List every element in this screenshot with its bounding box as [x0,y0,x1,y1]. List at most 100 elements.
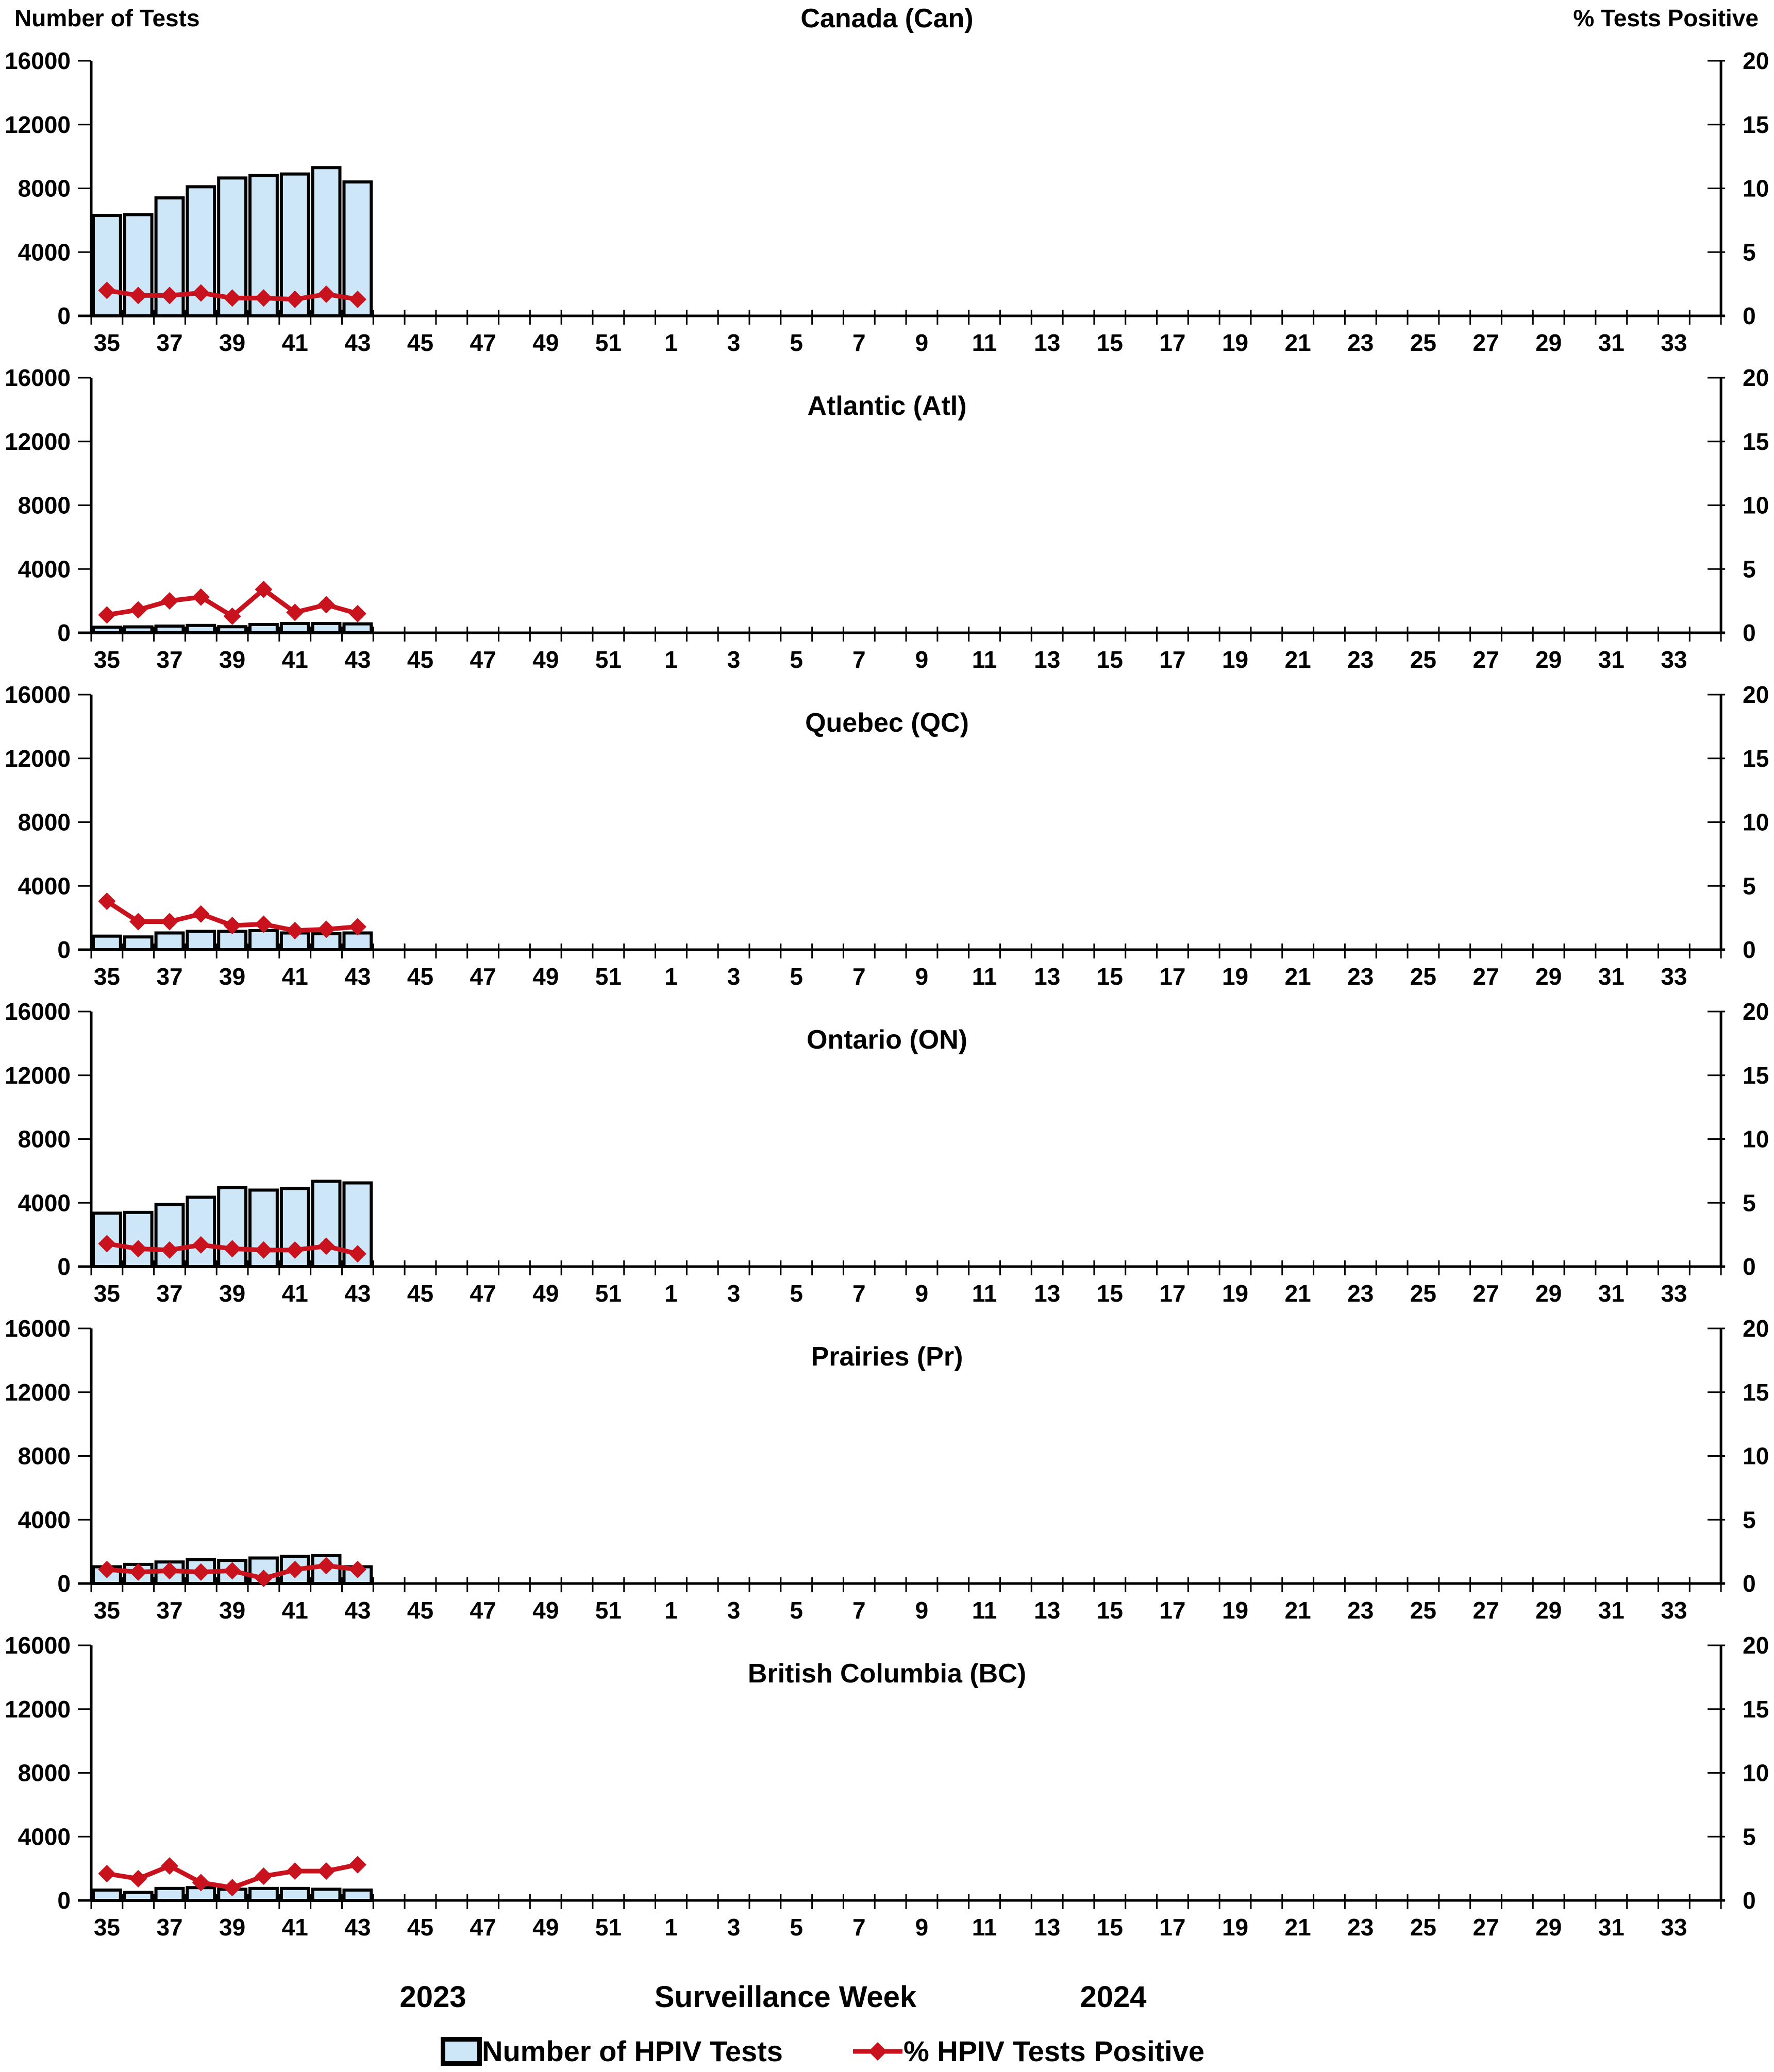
pct-positive-marker [255,289,273,307]
pct-positive-marker [161,592,179,610]
week-label: 1 [664,646,678,673]
pct-positive-marker [317,920,336,938]
pct-positive-marker [348,290,366,308]
week-label: 45 [407,1597,433,1624]
right-axis-tick-label: 0 [1743,1887,1756,1914]
pct-positive-marker [98,1235,116,1253]
pct-positive-marker [161,1857,179,1875]
pct-positive-marker [286,603,304,621]
left-axis-tick-label: 8000 [18,492,71,519]
week-label: 41 [282,1280,308,1307]
pct-positive-marker [317,285,336,303]
pct-positive-marker [129,1563,147,1581]
week-label: 3 [727,329,741,356]
right-axis-tick-label: 10 [1743,1760,1769,1787]
week-label: 49 [532,1914,559,1941]
right-axis-tick-label: 15 [1743,1062,1769,1089]
left-axis-tick-label: 12000 [5,111,71,138]
tests-bar [279,172,310,317]
pct-positive-marker [98,1560,116,1578]
week-label: 29 [1535,1914,1562,1941]
week-label: 37 [156,329,182,356]
week-label: 39 [219,963,245,990]
right-axis-tick-label: 15 [1743,1379,1769,1406]
right-axis-tick-label: 0 [1743,1253,1756,1280]
week-label: 1 [664,1597,678,1624]
pct-positive-marker [192,284,210,302]
week-label: 31 [1598,646,1625,673]
left-axis-tick-label: 0 [57,1887,71,1914]
right-axis-tick-label: 20 [1743,47,1769,74]
right-axis-tick-label: 10 [1743,1126,1769,1153]
week-label: 11 [972,329,997,356]
pct-positive-marker [317,1237,336,1255]
week-label: 9 [915,963,929,990]
week-label: 9 [915,646,929,673]
week-label: 25 [1410,646,1436,673]
week-label: 7 [852,1280,866,1307]
left-axis-tick-label: 16000 [5,1315,71,1342]
left-axis-tick-label: 16000 [5,681,71,708]
week-label: 51 [595,1280,622,1307]
week-label: 9 [915,1914,929,1941]
tests-bar [342,622,373,635]
left-axis-tick-label: 16000 [5,1632,71,1659]
year-left-label: 2023 [399,1980,466,2014]
week-label: 49 [532,963,559,990]
pct-positive-marker [255,1867,273,1885]
week-label: 43 [344,963,371,990]
week-label: 27 [1472,646,1499,673]
week-label: 5 [790,963,803,990]
week-label: 47 [470,963,496,990]
right-axis-tick-label: 10 [1743,175,1769,202]
week-label: 51 [595,963,622,990]
left-axis-title: Number of Tests [14,5,200,31]
left-axis-tick-label: 8000 [18,1126,71,1153]
week-label: 35 [94,1280,120,1307]
tests-bar [92,214,122,317]
week-label: 23 [1347,1914,1374,1941]
week-label: 15 [1097,963,1123,990]
week-label: 43 [344,646,371,673]
week-label: 33 [1661,963,1687,990]
week-label: 41 [282,1914,308,1941]
pct-positive-marker [348,1560,366,1578]
left-axis-tick-label: 16000 [5,998,71,1025]
week-label: 9 [915,1597,929,1624]
left-axis-tick-label: 4000 [18,1823,71,1850]
left-axis-tick-label: 8000 [18,1443,71,1470]
week-label: 1 [664,1280,678,1307]
week-label: 31 [1598,963,1625,990]
left-axis-tick-label: 0 [57,936,71,963]
pct-positive-marker [98,892,116,910]
week-label: 41 [282,646,308,673]
left-axis-tick-label: 4000 [18,1189,71,1216]
week-label: 21 [1285,329,1311,356]
left-axis-tick-label: 12000 [5,1062,71,1089]
week-label: 1 [664,1914,678,1941]
week-label: 33 [1661,329,1687,356]
right-axis-tick-label: 10 [1743,809,1769,836]
pct-positive-marker [192,905,210,923]
pct-positive-marker [348,604,366,622]
week-label: 45 [407,646,433,673]
week-label: 45 [407,963,433,990]
week-label: 19 [1222,329,1248,356]
pct-positive-marker [98,1865,116,1883]
week-label: 49 [532,646,559,673]
week-label: 25 [1410,1597,1436,1624]
pct-positive-marker [161,1562,179,1580]
tests-bar [92,1888,122,1902]
week-label: 11 [972,1280,997,1307]
week-label: 17 [1159,1597,1185,1624]
week-label: 33 [1661,646,1687,673]
panel-title: Atlantic (Atl) [807,391,966,421]
week-label: 11 [972,1914,997,1941]
right-axis-tick-label: 10 [1743,492,1769,519]
right-axis-tick-label: 15 [1743,1696,1769,1723]
right-axis-tick-label: 15 [1743,428,1769,455]
right-axis-tick-label: 20 [1743,364,1769,391]
tests-bar [186,930,216,951]
tests-bar [186,1195,216,1268]
week-label: 19 [1222,1914,1248,1941]
